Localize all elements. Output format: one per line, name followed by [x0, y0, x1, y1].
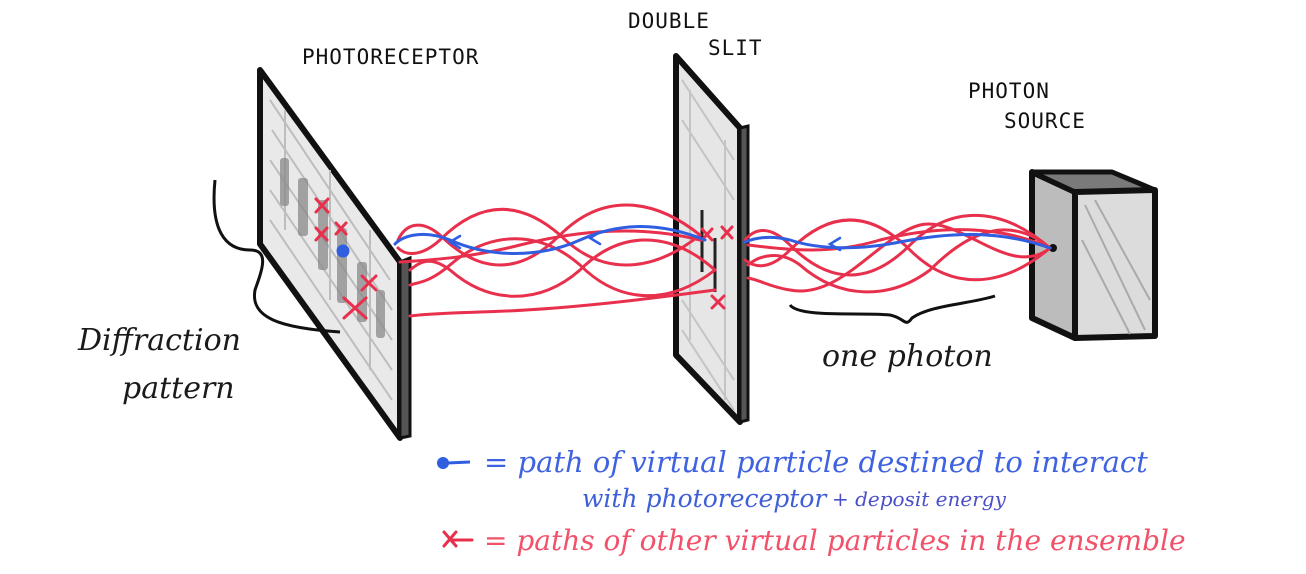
legend-blue-text: = path of virtual particle destined to i…: [484, 445, 1148, 479]
photoreceptor-screen: [257, 67, 412, 441]
diffraction-brace: [212, 179, 341, 334]
diffraction-label-1: Diffraction: [77, 323, 241, 358]
double-slit-label-2: SLIT: [708, 36, 763, 60]
photon-source-box: [1029, 169, 1158, 341]
photon-source-label-1: PHOTON: [968, 79, 1050, 103]
diffraction-label-2: pattern: [122, 371, 235, 406]
legend-blue-line: [446, 460, 471, 465]
red-virtual-paths: [396, 203, 1052, 318]
legend-blue-text-3: + deposit energy: [832, 487, 1007, 511]
legend: = path of virtual particle destined to i…: [437, 445, 1186, 557]
slit-red-marks: [700, 225, 734, 310]
photoreceptor-label: PHOTORECEPTOR: [302, 45, 479, 69]
screen-red-hits: [314, 197, 378, 320]
photon-source-label-2: SOURCE: [1004, 109, 1086, 133]
box-hatching: [1081, 199, 1151, 335]
double-slit-panel: [673, 53, 750, 425]
blue-virtual-path: [393, 225, 1052, 255]
legend-blue-dot: [437, 457, 449, 469]
one-photon-brace: [788, 294, 996, 324]
one-photon-label: one photon: [822, 339, 993, 374]
legend-red-text: = paths of other virtual particles in th…: [484, 524, 1186, 557]
slit-hatching: [681, 79, 735, 411]
legend-blue-text-2: with photoreceptor: [582, 484, 828, 513]
legend-red-mark: [442, 530, 474, 548]
screen-blue-hit: [336, 244, 350, 258]
double-slit-label-1: DOUBLE: [628, 9, 710, 33]
